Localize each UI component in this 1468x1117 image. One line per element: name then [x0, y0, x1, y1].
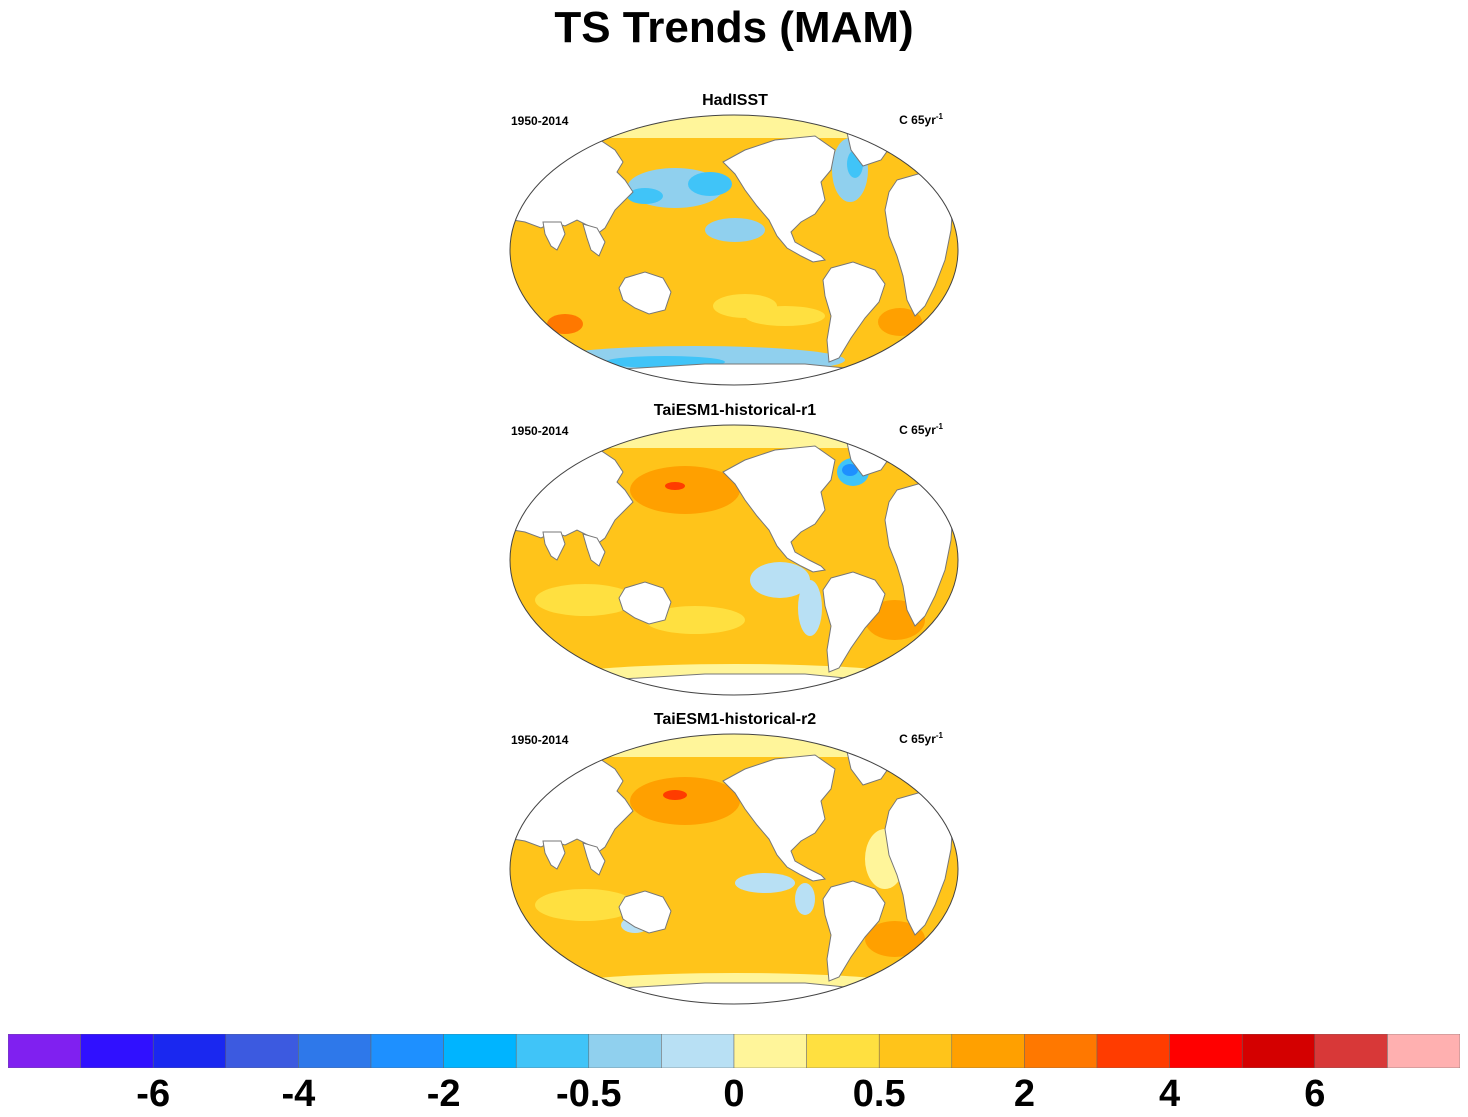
trend-map	[509, 733, 959, 1005]
trend-patch	[535, 584, 635, 616]
map-border	[509, 733, 959, 1005]
colorbar-tick-label: -6	[136, 1073, 171, 1115]
map-border	[509, 424, 959, 696]
land-se-asia	[582, 223, 606, 257]
trend-patch	[795, 883, 815, 915]
land-north-america	[722, 754, 836, 882]
land-australia	[618, 890, 672, 934]
colorbar-swatch	[733, 1033, 807, 1069]
trend-patch	[535, 889, 635, 921]
colorbar-swatch	[661, 1033, 735, 1069]
colorbar-swatch	[1096, 1033, 1170, 1069]
trend-patch	[750, 562, 810, 598]
figure-title: TS Trends (MAM)	[554, 3, 914, 52]
land-india	[542, 221, 566, 251]
land-india	[542, 531, 566, 561]
map-panel-1: HadISST 1950-2014 C 65yr-1	[505, 92, 965, 392]
trend-map	[509, 114, 959, 386]
colorbar-swatch	[225, 1033, 299, 1069]
colorbar-swatch	[951, 1033, 1025, 1069]
colorbar-swatch	[443, 1033, 517, 1069]
trend-patch	[630, 466, 740, 514]
panel-period: 1950-2014	[511, 114, 569, 128]
land-australia	[618, 581, 672, 625]
colorbar-swatch	[298, 1033, 372, 1069]
colorbar-swatch	[1024, 1033, 1098, 1069]
trend-patch	[630, 777, 740, 825]
arctic-band	[510, 425, 958, 448]
land-south-america	[822, 571, 886, 673]
colorbar-tick-label: -0.5	[556, 1073, 622, 1115]
land-se-asia	[582, 842, 606, 876]
land-north-america	[722, 445, 836, 573]
panel-title: TaiESM1-historical-r1	[653, 402, 817, 419]
arctic-band	[510, 115, 958, 138]
map-border	[509, 114, 959, 386]
trend-patch	[705, 218, 765, 242]
trend-patch	[842, 464, 858, 476]
land-antarctica	[510, 673, 958, 695]
colorbar-tick-label: 2	[1013, 1073, 1035, 1115]
panel-title: HadISST	[702, 92, 768, 109]
colorbar-swatch	[1241, 1033, 1316, 1069]
trend-patch	[878, 308, 922, 336]
trend-map	[509, 424, 959, 696]
colorbar-swatch	[152, 1033, 227, 1069]
colorbar-swatch	[588, 1033, 662, 1069]
colorbar-swatch	[80, 1033, 154, 1069]
colorbar-swatch	[806, 1033, 880, 1069]
trend-patch	[735, 873, 795, 893]
land-south-america	[822, 880, 886, 982]
trend-patch	[627, 188, 663, 204]
colorbar-swatch	[370, 1033, 444, 1069]
trend-patch	[547, 314, 583, 334]
colorbar-tick-label: 6	[1304, 1073, 1326, 1115]
colorbar-tick-label: 4	[1159, 1073, 1181, 1115]
panel-title: TaiESM1-historical-r2	[653, 711, 817, 728]
colorbar	[7, 1033, 1461, 1069]
panel-units: C 65yr-1	[899, 422, 943, 437]
trend-patch	[688, 172, 732, 196]
panel-period: 1950-2014	[511, 733, 569, 747]
land-india	[542, 840, 566, 870]
land-australia	[618, 271, 672, 315]
panel-period: 1950-2014	[511, 424, 569, 438]
trend-patch	[865, 921, 925, 957]
land-antarctica	[510, 363, 958, 385]
land-north-america	[722, 135, 836, 263]
trend-patch	[798, 580, 822, 636]
land-south-america	[822, 261, 886, 363]
colorbar-swatch	[1387, 1033, 1461, 1069]
colorbar-swatches	[7, 1033, 1461, 1069]
map-panel-2: TaiESM1-historical-r1 1950-2014 C 65yr-1	[505, 402, 965, 702]
panel-units: C 65yr-1	[899, 112, 943, 127]
arctic-band	[510, 734, 958, 757]
land-se-asia	[582, 533, 606, 567]
colorbar-swatch	[7, 1033, 81, 1069]
trend-patch	[645, 606, 745, 634]
trend-patch	[665, 482, 685, 490]
panel-units: C 65yr-1	[899, 731, 943, 746]
colorbar-tick-label: 0.5	[852, 1073, 906, 1115]
colorbar-swatch	[1169, 1033, 1243, 1069]
colorbar-tick-label: 0	[723, 1073, 745, 1115]
trend-patch	[663, 790, 687, 800]
colorbar-swatch	[1314, 1033, 1388, 1069]
map-panel-3: TaiESM1-historical-r2 1950-2014 C 65yr-1	[505, 711, 965, 1011]
colorbar-tick-label: -4	[281, 1073, 316, 1115]
trend-patch	[745, 306, 825, 326]
land-antarctica	[510, 982, 958, 1004]
colorbar-swatch	[515, 1033, 590, 1069]
colorbar-tick-label: -2	[426, 1073, 461, 1115]
colorbar-swatch	[878, 1033, 953, 1069]
